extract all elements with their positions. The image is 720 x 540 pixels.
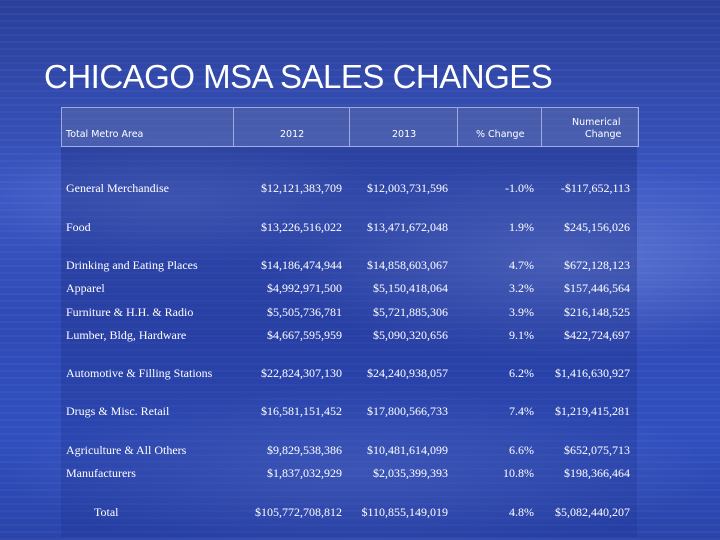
table-header — [61, 107, 639, 147]
cell-2012: $14,186,474,944 — [261, 258, 342, 272]
cell-numerical-change: $198,366,464 — [564, 466, 630, 480]
cell-2013: $5,150,418,064 — [373, 281, 448, 295]
cell-2012: $22,824,307,130 — [261, 366, 342, 380]
row-label: Lumber, Bldg, Hardware — [66, 328, 187, 342]
total-numerical-change: $5,082,440,207 — [555, 505, 630, 519]
total-2012: $105,772,708,812 — [255, 505, 342, 519]
cell-pct-change: 9.1% — [509, 328, 534, 342]
cell-2013: $5,721,885,306 — [373, 305, 448, 319]
cell-numerical-change: $216,148,525 — [564, 305, 630, 319]
cell-pct-change: 4.7% — [509, 258, 534, 272]
header-numerical-change-line1: Numerical — [572, 117, 621, 128]
total-label: Total — [94, 505, 119, 519]
header-2013: 2013 — [392, 129, 417, 140]
cell-numerical-change: $672,128,123 — [564, 258, 630, 272]
total-pct-change: 4.8% — [509, 505, 534, 519]
cell-numerical-change: $1,416,630,927 — [555, 366, 630, 380]
cell-pct-change: 10.8% — [503, 466, 534, 480]
cell-pct-change: 1.9% — [509, 220, 534, 234]
header-numerical-change-line2: Change — [585, 129, 622, 140]
cell-2012: $13,226,516,022 — [261, 220, 342, 234]
table-panel — [61, 107, 637, 537]
row-label: Agriculture & All Others — [66, 443, 187, 457]
cell-2012: $9,829,538,386 — [267, 443, 342, 457]
header-2012: 2012 — [280, 129, 305, 140]
cell-numerical-change: $1,219,415,281 — [555, 404, 630, 418]
cell-2013: $24,240,938,057 — [367, 366, 448, 380]
cell-2013: $10,481,614,099 — [367, 443, 448, 457]
row-label: Drinking and Eating Places — [66, 258, 198, 272]
cell-numerical-change: -$117,652,113 — [560, 181, 630, 195]
row-label: Drugs & Misc. Retail — [66, 404, 170, 418]
cell-pct-change: 6.2% — [509, 366, 534, 380]
cell-2012: $4,667,595,959 — [267, 328, 342, 342]
row-label: Furniture & H.H. & Radio — [66, 305, 194, 319]
cell-2012: $12,121,383,709 — [261, 181, 342, 195]
header-divider — [541, 108, 542, 146]
cell-2012: $4,992,971,500 — [267, 281, 342, 295]
row-label: Manufacturers — [66, 466, 136, 480]
cell-2013: $12,003,731,596 — [367, 181, 448, 195]
cell-pct-change: 3.2% — [509, 281, 534, 295]
cell-pct-change: 3.9% — [509, 305, 534, 319]
cell-2013: $17,800,566,733 — [367, 404, 448, 418]
cell-2012: $5,505,736,781 — [267, 305, 342, 319]
cell-pct-change: 7.4% — [509, 404, 534, 418]
header-divider — [457, 108, 458, 146]
cell-pct-change: 6.6% — [509, 443, 534, 457]
cell-2013: $5,090,320,656 — [373, 328, 448, 342]
cell-pct-change: -1.0% — [505, 181, 534, 195]
cell-2012: $1,837,032,929 — [267, 466, 342, 480]
header-pct-change: % Change — [476, 129, 525, 140]
cell-numerical-change: $157,446,564 — [564, 281, 630, 295]
cell-2013: $13,471,672,048 — [367, 220, 448, 234]
cell-2013: $2,035,399,393 — [373, 466, 448, 480]
cell-2013: $14,858,603,067 — [367, 258, 448, 272]
cell-numerical-change: $652,075,713 — [564, 443, 630, 457]
row-label: Apparel — [66, 281, 105, 295]
cell-2012: $16,581,151,452 — [261, 404, 342, 418]
cell-numerical-change: $422,724,697 — [564, 328, 630, 342]
page-title: CHICAGO MSA SALES CHANGES — [44, 58, 553, 95]
header-divider — [349, 108, 350, 146]
total-2013: $110,855,149,019 — [361, 505, 448, 519]
row-label: Food — [66, 220, 91, 234]
cell-numerical-change: $245,156,026 — [564, 220, 630, 234]
row-label: General Merchandise — [66, 181, 169, 195]
row-label: Automotive & Filling Stations — [66, 366, 213, 380]
header-divider — [233, 108, 234, 146]
header-category: Total Metro Area — [66, 129, 144, 140]
